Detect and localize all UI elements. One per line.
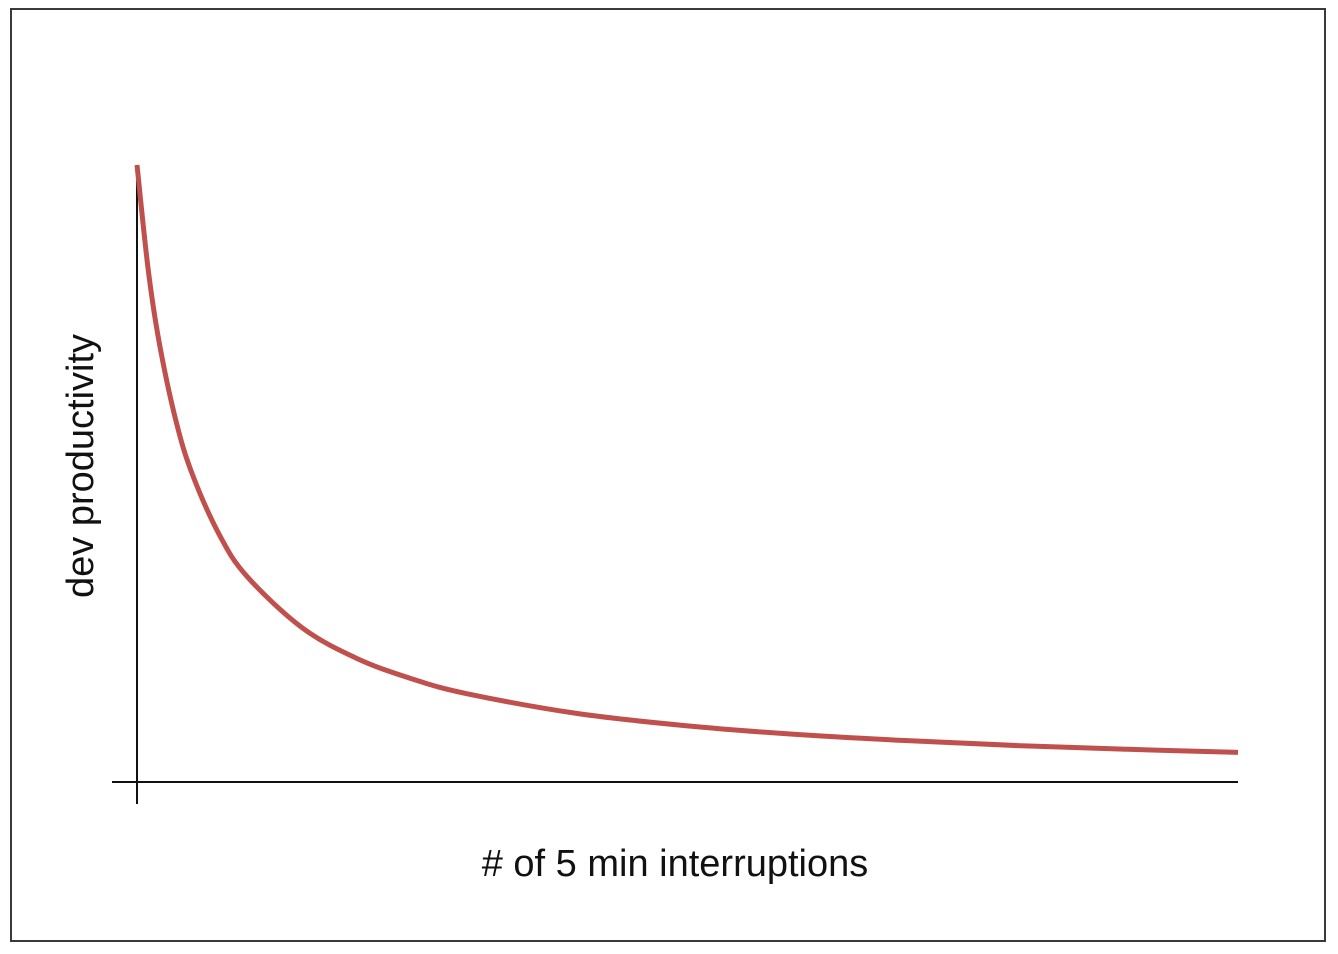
x-axis-label: # of 5 min interruptions bbox=[482, 843, 869, 885]
y-axis-label: dev productivity bbox=[60, 334, 102, 598]
series-layer bbox=[134, 164, 1239, 755]
series-line-0 bbox=[134, 164, 1239, 755]
chart-frame bbox=[10, 8, 1326, 942]
